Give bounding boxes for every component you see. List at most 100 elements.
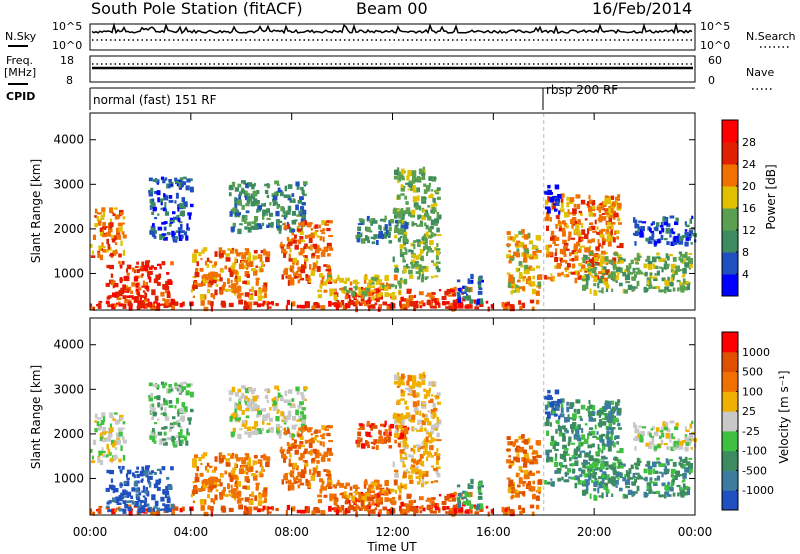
backscatter-cell — [551, 277, 554, 282]
backscatter-cell — [298, 210, 302, 215]
backscatter-cell — [355, 283, 358, 288]
backscatter-cell — [328, 300, 332, 307]
backscatter-cell — [689, 218, 693, 224]
backscatter-cell — [160, 496, 165, 502]
backscatter-cell — [106, 300, 110, 303]
backscatter-cell — [259, 461, 263, 468]
backscatter-cell — [116, 440, 122, 445]
backscatter-cell — [238, 252, 243, 255]
backscatter-cell — [421, 380, 426, 385]
backscatter-cell — [162, 284, 166, 290]
backscatter-cell — [370, 289, 376, 293]
backscatter-cell — [566, 213, 570, 218]
backscatter-cell — [515, 492, 521, 498]
backscatter-cell — [404, 195, 407, 200]
backscatter-cell — [122, 295, 127, 300]
backscatter-cell — [547, 184, 551, 189]
backscatter-cell — [141, 466, 145, 473]
backscatter-cell — [638, 220, 643, 223]
backscatter-cell — [253, 387, 256, 392]
date-label: 16/Feb/2014 — [592, 0, 692, 18]
backscatter-cell — [558, 227, 563, 232]
backscatter-cell — [435, 397, 440, 400]
backscatter-cell — [554, 243, 559, 246]
backscatter-cell — [296, 304, 301, 309]
backscatter-cell — [370, 285, 375, 289]
backscatter-cell — [296, 214, 302, 217]
backscatter-cell — [219, 252, 224, 258]
backscatter-cell — [142, 265, 148, 272]
backscatter-cell — [295, 444, 299, 447]
backscatter-cell — [261, 500, 265, 504]
backscatter-cell — [262, 490, 265, 493]
backscatter-cell — [518, 243, 524, 248]
backscatter-cell — [156, 302, 161, 307]
backscatter-cell — [286, 246, 291, 249]
backscatter-cell — [327, 253, 331, 257]
backscatter-cell — [601, 287, 604, 294]
backscatter-cell — [151, 202, 156, 207]
backscatter-cell — [160, 207, 163, 210]
backscatter-cell — [612, 420, 616, 425]
backscatter-cell — [518, 477, 523, 480]
backscatter-cell — [413, 459, 416, 464]
backscatter-cell — [600, 455, 606, 460]
backscatter-cell — [658, 289, 662, 293]
nsearch-label: N.Search — [746, 30, 796, 43]
backscatter-cell — [349, 486, 353, 491]
backscatter-cell — [518, 466, 523, 472]
backscatter-cell — [202, 452, 208, 457]
backscatter-cell — [405, 406, 409, 410]
backscatter-cell — [424, 418, 429, 422]
backscatter-cell — [648, 264, 653, 270]
backscatter-cell — [127, 504, 132, 509]
backscatter-cell — [430, 232, 434, 238]
backscatter-cell — [172, 416, 176, 420]
backscatter-cell — [157, 402, 160, 408]
backscatter-cell — [264, 394, 269, 399]
backscatter-cell — [566, 418, 570, 423]
backscatter-cell — [257, 500, 262, 506]
backscatter-cell — [188, 419, 192, 425]
backscatter-cell — [96, 421, 100, 427]
backscatter-cell — [301, 265, 306, 269]
backscatter-cell — [234, 277, 238, 282]
backscatter-cell — [287, 479, 292, 485]
backscatter-cell — [99, 436, 103, 442]
backscatter-cell — [253, 474, 258, 481]
backscatter-cell — [511, 290, 515, 293]
backscatter-cell — [360, 303, 363, 306]
backscatter-cell — [266, 303, 269, 310]
backscatter-cell — [323, 469, 328, 472]
backscatter-cell — [422, 197, 427, 200]
backscatter-cell — [108, 432, 112, 435]
backscatter-cell — [400, 187, 405, 192]
backscatter-cell — [301, 225, 304, 229]
backscatter-cell — [416, 254, 420, 260]
backscatter-cell — [178, 179, 181, 182]
backscatter-cell — [518, 274, 523, 279]
backscatter-cell — [118, 431, 123, 437]
backscatter-cell — [418, 476, 421, 483]
backscatter-cell — [546, 481, 551, 485]
backscatter-cell — [126, 493, 130, 498]
backscatter-cell — [224, 493, 229, 497]
backscatter-cell — [335, 304, 339, 311]
backscatter-cell — [235, 209, 239, 214]
backscatter-cell — [385, 229, 389, 235]
backscatter-cell — [154, 500, 159, 507]
backscatter-cell — [178, 182, 182, 189]
backscatter-cell — [436, 298, 440, 304]
backscatter-cell — [417, 448, 420, 453]
backscatter-cell — [122, 222, 125, 225]
backscatter-cell — [228, 507, 234, 513]
backscatter-cell — [531, 247, 535, 250]
backscatter-cell — [279, 220, 283, 223]
backscatter-cell — [287, 274, 292, 280]
backscatter-cell — [598, 214, 603, 220]
backscatter-cell — [507, 441, 510, 446]
backscatter-cell — [258, 225, 263, 230]
backscatter-cell — [310, 270, 315, 276]
backscatter-cell — [565, 224, 569, 229]
backscatter-cell — [164, 505, 169, 511]
